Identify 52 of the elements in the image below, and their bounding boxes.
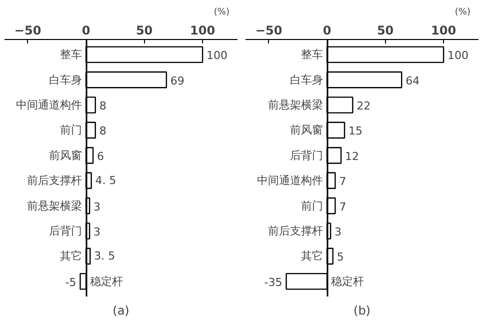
x-tick-label: 0 [82,24,90,38]
data-label: 3 [94,225,101,238]
x-tick-label: 50 [376,24,394,38]
x-axis-title: (%) [454,8,471,18]
y-tick-label: 稳定杆 [90,274,124,288]
data-label: 7 [339,200,346,214]
y-tick-label: 其它 [301,250,324,263]
data-label: 100 [206,49,228,62]
data-label: 12 [345,150,360,163]
data-label: -35 [264,276,282,289]
y-tick-label: 白车身 [290,73,324,86]
data-label: 6 [97,150,104,163]
y-tick-label: 后背门 [290,148,324,162]
y-tick-label: 中间通道构件 [257,174,324,188]
y-tick-label: 整车 [301,48,324,62]
y-tick-label: 稳定杆 [331,274,364,288]
data-label: 100 [448,49,469,62]
data-label: 15 [348,124,363,138]
y-tick-label: 前悬架横梁 [27,199,82,212]
x-tick-label: −50 [14,24,42,38]
data-label: 3 [94,200,101,214]
y-tick-label: 中间通道构件 [16,98,82,112]
data-label: 3. 5 [94,250,116,263]
y-tick-label: 其它 [60,250,82,263]
x-tick-label: 100 [431,24,456,38]
y-tick-label: 整车 [60,48,82,62]
y-tick-label: 前后支撑杆 [268,224,324,238]
data-label: -5 [65,276,76,289]
x-tick-label: 50 [136,24,153,38]
data-label: 3 [334,225,342,238]
y-tick-label: 前悬架横梁 [268,98,324,112]
data-label: 22 [356,100,371,113]
text: (b) [354,304,370,318]
data-label: 8 [99,100,106,113]
y-tick-label: 前后支撑杆 [27,174,82,188]
data-label: 7 [339,175,346,188]
x-tick-label: 100 [190,24,216,38]
data-label: 5 [336,250,344,264]
y-tick-label: 后背门 [49,224,82,238]
y-tick-label: 前风窗 [49,148,82,162]
x-tick-label: −50 [255,24,282,38]
x-axis-title: (%) [214,8,230,18]
text: (a) [112,304,130,318]
data-label: 69 [170,74,184,88]
data-label: 64 [406,74,420,88]
y-tick-label: 前门 [301,199,324,212]
y-tick-label: 前门 [60,124,82,137]
y-tick-label: 白车身 [49,73,82,86]
data-label: 4. 5 [95,174,116,188]
y-tick-label: 前风窗 [290,124,324,137]
x-tick-label: 0 [322,24,332,38]
data-label: 8 [99,124,106,138]
